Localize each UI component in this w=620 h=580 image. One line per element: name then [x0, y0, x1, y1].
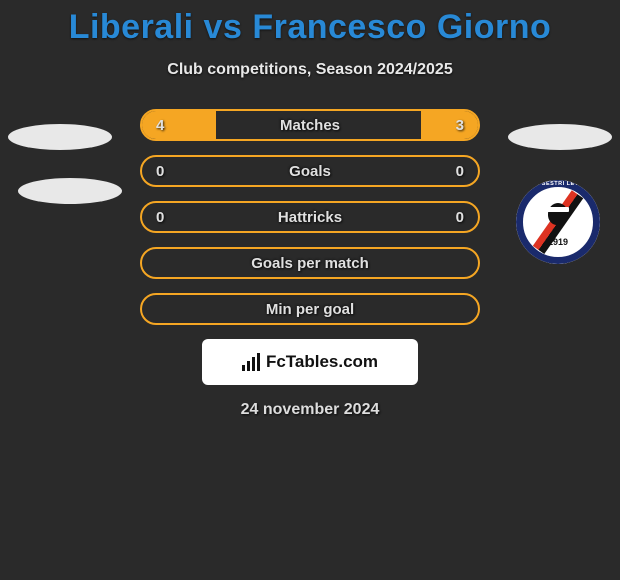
stat-row: 0 0 Goals: [140, 155, 480, 187]
stat-value-right: 0: [456, 163, 464, 180]
player-left-badge-placeholder-2: [18, 178, 122, 204]
stat-row: 4 3 Matches: [140, 109, 480, 141]
stat-value-left: 0: [156, 163, 164, 180]
club-logo-right: U.S.D. SESTRI LEVANTE 1919: [516, 180, 600, 264]
stat-row: 0 0 Hattricks: [140, 201, 480, 233]
stat-fill-left: [142, 111, 216, 139]
brand-bars-icon: [242, 353, 260, 371]
stat-label: Hattricks: [278, 209, 342, 226]
player-right-badge-placeholder: [508, 124, 612, 150]
stat-value-right: 0: [456, 209, 464, 226]
stat-row: Goals per match: [140, 247, 480, 279]
stat-value-left: 0: [156, 209, 164, 226]
stat-value-right: 3: [456, 117, 464, 134]
club-logo-arc-text: U.S.D. SESTRI LEVANTE: [521, 181, 596, 187]
stat-fill-right: [421, 111, 478, 139]
stat-value-left: 4: [156, 117, 164, 134]
brand-text: FcTables.com: [266, 352, 378, 372]
player-left-badge-placeholder-1: [8, 124, 112, 150]
page-title: Liberali vs Francesco Giorno: [0, 0, 620, 47]
stat-label: Matches: [280, 117, 340, 134]
club-logo-year: 1919: [548, 237, 568, 247]
stat-row: Min per goal: [140, 293, 480, 325]
stat-label: Min per goal: [266, 301, 354, 318]
stat-label: Goals: [289, 163, 331, 180]
stat-label: Goals per match: [251, 255, 369, 272]
subtitle: Club competitions, Season 2024/2025: [0, 61, 620, 79]
date-text: 24 november 2024: [0, 401, 620, 419]
brand-box: FcTables.com: [202, 339, 418, 385]
